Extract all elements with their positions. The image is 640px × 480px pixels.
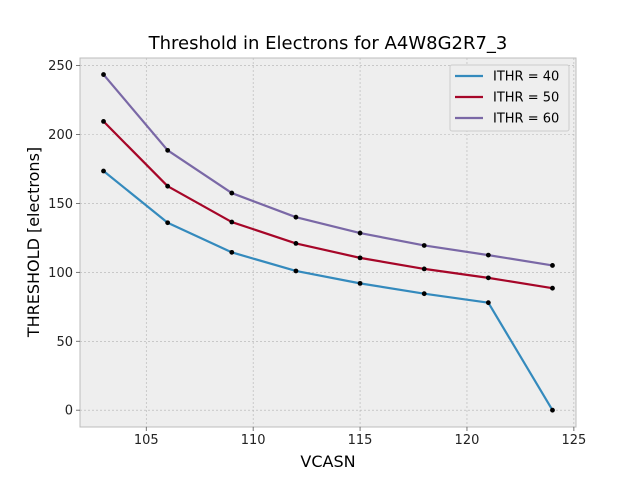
series-layer (101, 72, 555, 413)
x-tick-label: 105 (134, 433, 159, 448)
data-point (229, 219, 235, 225)
legend-box (449, 64, 570, 132)
data-point (101, 119, 106, 124)
x-tick-label: 115 (348, 433, 373, 448)
data-point (165, 220, 171, 226)
legend: ITHR = 40 ITHR = 50 ITHR = 60 (449, 64, 570, 132)
data-point (293, 268, 299, 274)
data-point (229, 190, 235, 196)
y-axis-label: THRESHOLD [electrons] (24, 147, 43, 338)
data-point (357, 230, 363, 236)
y-tick-label: 150 (48, 197, 73, 212)
data-point (357, 255, 363, 261)
y-tick-label: 50 (56, 335, 73, 350)
legend-label: ITHR = 50 (493, 91, 559, 106)
legend-label: ITHR = 60 (493, 112, 559, 127)
data-point (485, 300, 491, 306)
data-point (421, 266, 427, 272)
y-tick-label: 250 (48, 59, 73, 74)
series-line-3 (102, 73, 553, 267)
ticks: 105 110 115 120 125 0 50 100 150 200 250 (48, 59, 586, 448)
data-point (485, 252, 491, 258)
x-tick-label: 110 (241, 433, 266, 448)
data-point (293, 240, 299, 246)
legend-label: ITHR = 40 (493, 70, 559, 85)
chart-title: Threshold in Electrons for A4W8G2R7_3 (148, 33, 508, 54)
data-point (293, 214, 299, 220)
series-line-2 (102, 120, 553, 290)
x-axis-label: VCASN (300, 452, 355, 471)
y-tick-label: 0 (65, 404, 73, 419)
data-point (101, 168, 106, 174)
data-point (165, 183, 171, 189)
x-tick-label: 125 (561, 433, 586, 448)
data-point (421, 291, 427, 297)
data-point (550, 263, 555, 268)
data-point (550, 407, 555, 413)
series-line-1 (102, 170, 554, 411)
y-tick-label: 100 (48, 266, 73, 281)
data-point (229, 249, 235, 255)
data-point (550, 285, 555, 291)
data-point (101, 72, 106, 77)
plot-frame (79, 57, 577, 428)
x-tick-label: 120 (455, 433, 480, 448)
data-point (357, 280, 363, 286)
data-point (421, 243, 427, 248)
data-point (165, 147, 171, 153)
data-point (485, 275, 491, 281)
y-tick-label: 200 (48, 128, 73, 143)
